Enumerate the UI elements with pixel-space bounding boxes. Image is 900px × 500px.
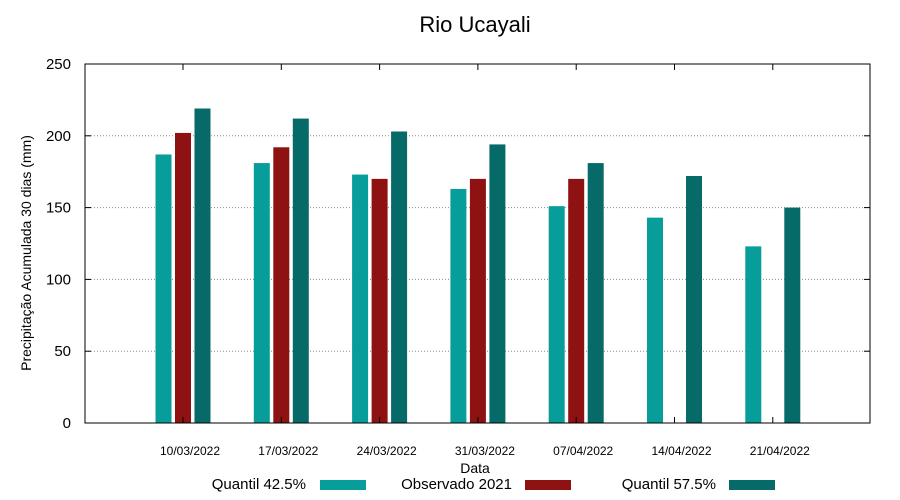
bar xyxy=(784,207,801,423)
bar xyxy=(450,188,467,423)
y-tick-label: 250 xyxy=(46,56,71,73)
bar xyxy=(155,154,172,423)
bar xyxy=(371,178,388,423)
bar xyxy=(686,176,702,423)
bar xyxy=(469,178,486,423)
y-tick-label: 50 xyxy=(54,343,71,360)
legend-swatch xyxy=(729,480,775,490)
x-tick-label: 24/03/2022 xyxy=(357,444,417,458)
y-tick-label: 0 xyxy=(63,415,71,432)
x-tick-label: 07/04/2022 xyxy=(553,444,613,458)
bar xyxy=(587,163,604,424)
x-tick-label: 21/04/2022 xyxy=(750,444,810,458)
x-tick-label: 10/03/2022 xyxy=(160,444,220,458)
legend: Quantil 42.5% Observado 2021 Quantil 57.5% xyxy=(212,476,775,493)
y-axis-ticks: 0 50 100 150 200 250 xyxy=(46,56,870,432)
legend-label: Quantil 57.5% xyxy=(622,476,716,493)
legend-swatch xyxy=(320,480,366,490)
grid-lines xyxy=(85,135,870,352)
bar xyxy=(194,108,211,424)
bar xyxy=(352,174,369,423)
x-tick-label: 17/03/2022 xyxy=(258,444,318,458)
bar xyxy=(745,246,762,423)
bar xyxy=(548,206,565,423)
y-tick-label: 150 xyxy=(46,200,71,217)
bar xyxy=(568,178,585,423)
x-axis-label: Data xyxy=(460,460,490,476)
legend-label: Observado 2021 xyxy=(401,476,512,493)
y-axis-label: Precipitação Acumulada 30 dias (mm) xyxy=(18,135,34,371)
bars xyxy=(155,108,801,424)
bar xyxy=(273,147,290,423)
chart-title: Rio Ucayali xyxy=(419,12,530,37)
bar xyxy=(647,217,663,423)
x-tick-label: 31/03/2022 xyxy=(455,444,515,458)
bar xyxy=(489,144,506,423)
bar xyxy=(391,131,408,423)
x-axis-ticks: 10/03/2022 17/03/2022 24/03/2022 31/03/2022… xyxy=(160,64,810,458)
legend-label: Quantil 42.5% xyxy=(212,476,306,493)
y-tick-label: 100 xyxy=(46,271,71,288)
bar xyxy=(253,163,270,424)
bar xyxy=(175,132,191,424)
legend-swatch xyxy=(525,480,571,490)
y-tick-label: 200 xyxy=(46,128,71,145)
bar xyxy=(292,118,309,424)
x-tick-label: 14/04/2022 xyxy=(651,444,711,458)
